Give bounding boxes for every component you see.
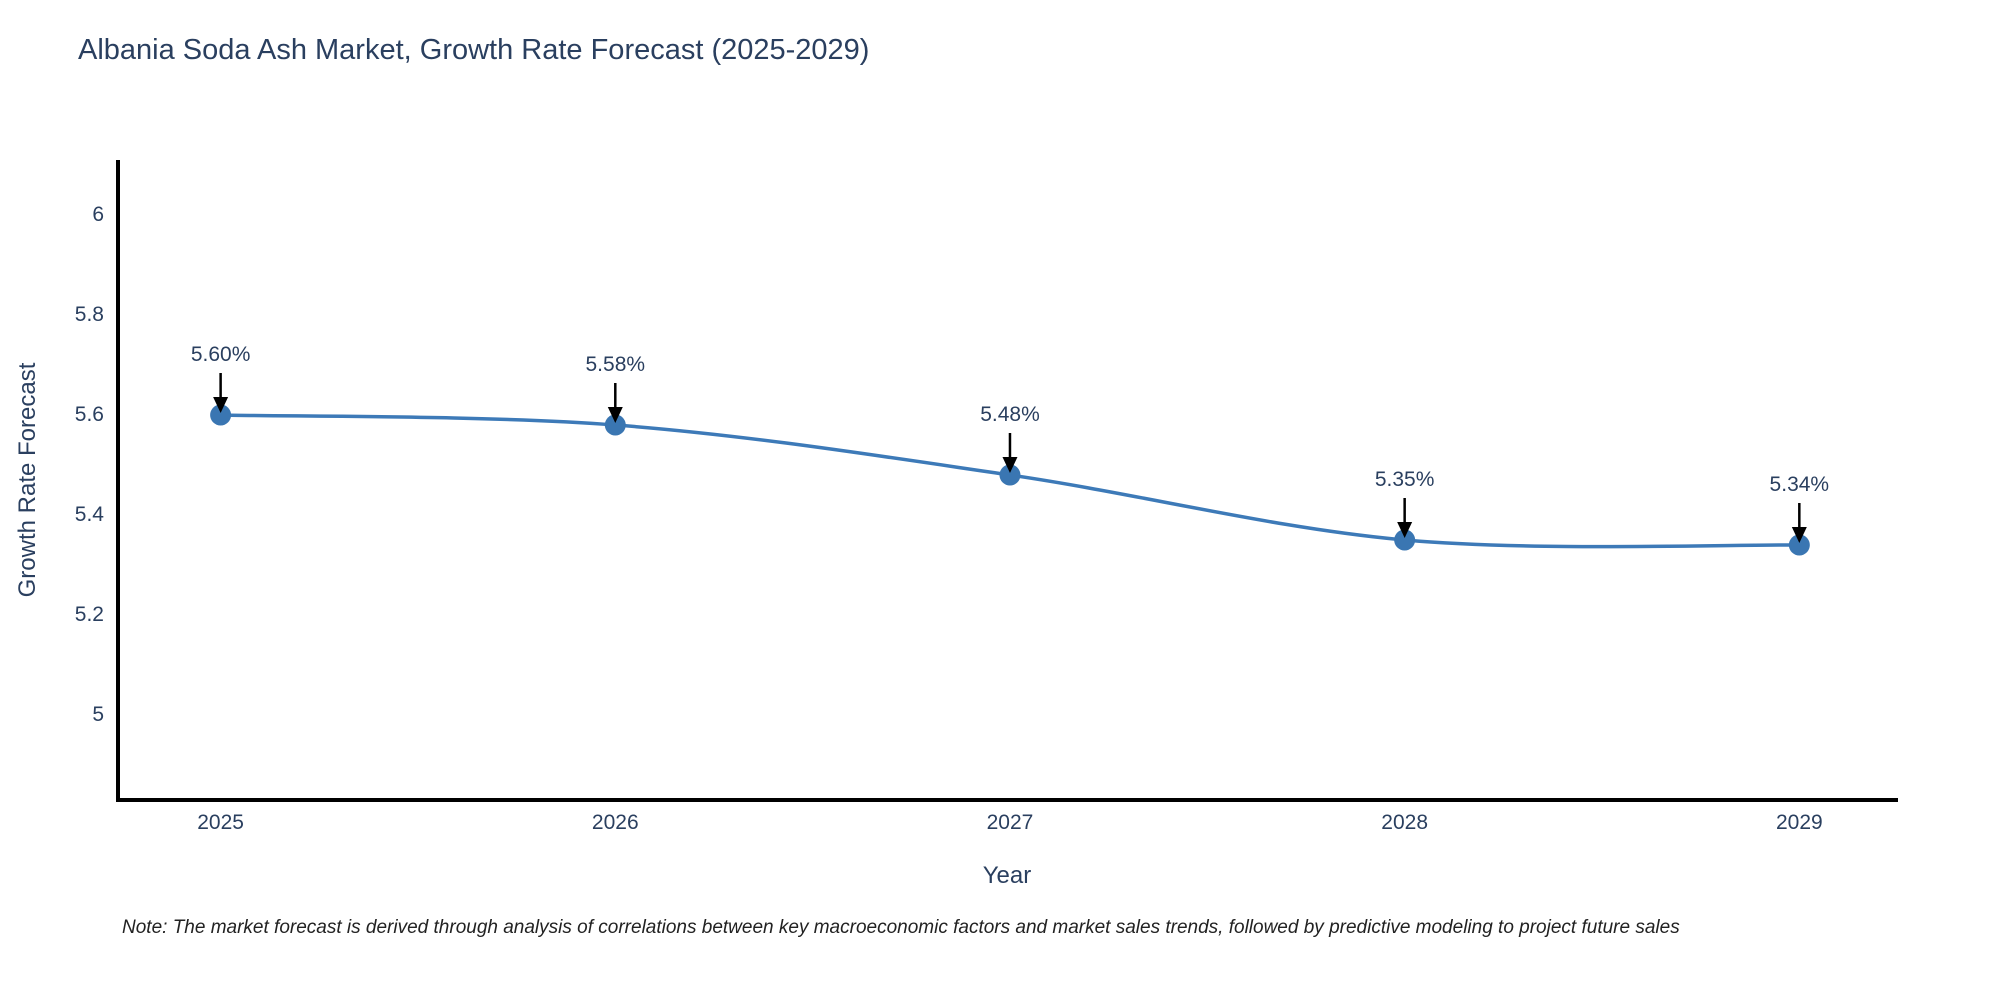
point-value-label: 5.60%	[190, 343, 251, 366]
y-axis-title: Growth Rate Forecast	[14, 362, 41, 598]
annotation-arrow-head-icon	[1397, 522, 1413, 538]
y-tick-label: 5.8	[74, 303, 104, 326]
x-tick-label: 2027	[986, 811, 1034, 834]
annotation-arrow-head-icon	[213, 397, 229, 413]
x-axis-title: Year	[982, 862, 1032, 889]
x-tick-label: 2025	[197, 811, 244, 834]
x-tick-label: 2026	[591, 811, 639, 834]
chart-title: Albania Soda Ash Market, Growth Rate For…	[78, 34, 870, 66]
annotation-arrow-head-icon	[1791, 527, 1807, 543]
data-point-marker	[210, 404, 232, 426]
data-point-marker	[604, 414, 626, 436]
data-point-marker	[1788, 534, 1810, 556]
annotation-arrow-head-icon	[607, 407, 623, 423]
data-point-marker	[1394, 529, 1416, 551]
y-tick-label: 6	[92, 203, 104, 226]
footnote: Note: The market forecast is derived thr…	[122, 917, 1680, 938]
data-point-marker	[999, 464, 1021, 486]
y-tick-label: 5.4	[74, 503, 104, 526]
point-value-label: 5.35%	[1374, 468, 1435, 491]
annotation-arrow-head-icon	[1002, 457, 1018, 473]
point-value-label: 5.58%	[585, 353, 646, 376]
y-tick-label: 5.6	[74, 403, 104, 426]
point-value-label: 5.34%	[1769, 473, 1830, 496]
point-value-label: 5.48%	[980, 403, 1040, 426]
x-tick-label: 2028	[1381, 811, 1428, 834]
y-tick-label: 5	[92, 703, 104, 726]
y-tick-label: 5.2	[74, 603, 104, 626]
x-tick-label: 2029	[1775, 811, 1823, 834]
